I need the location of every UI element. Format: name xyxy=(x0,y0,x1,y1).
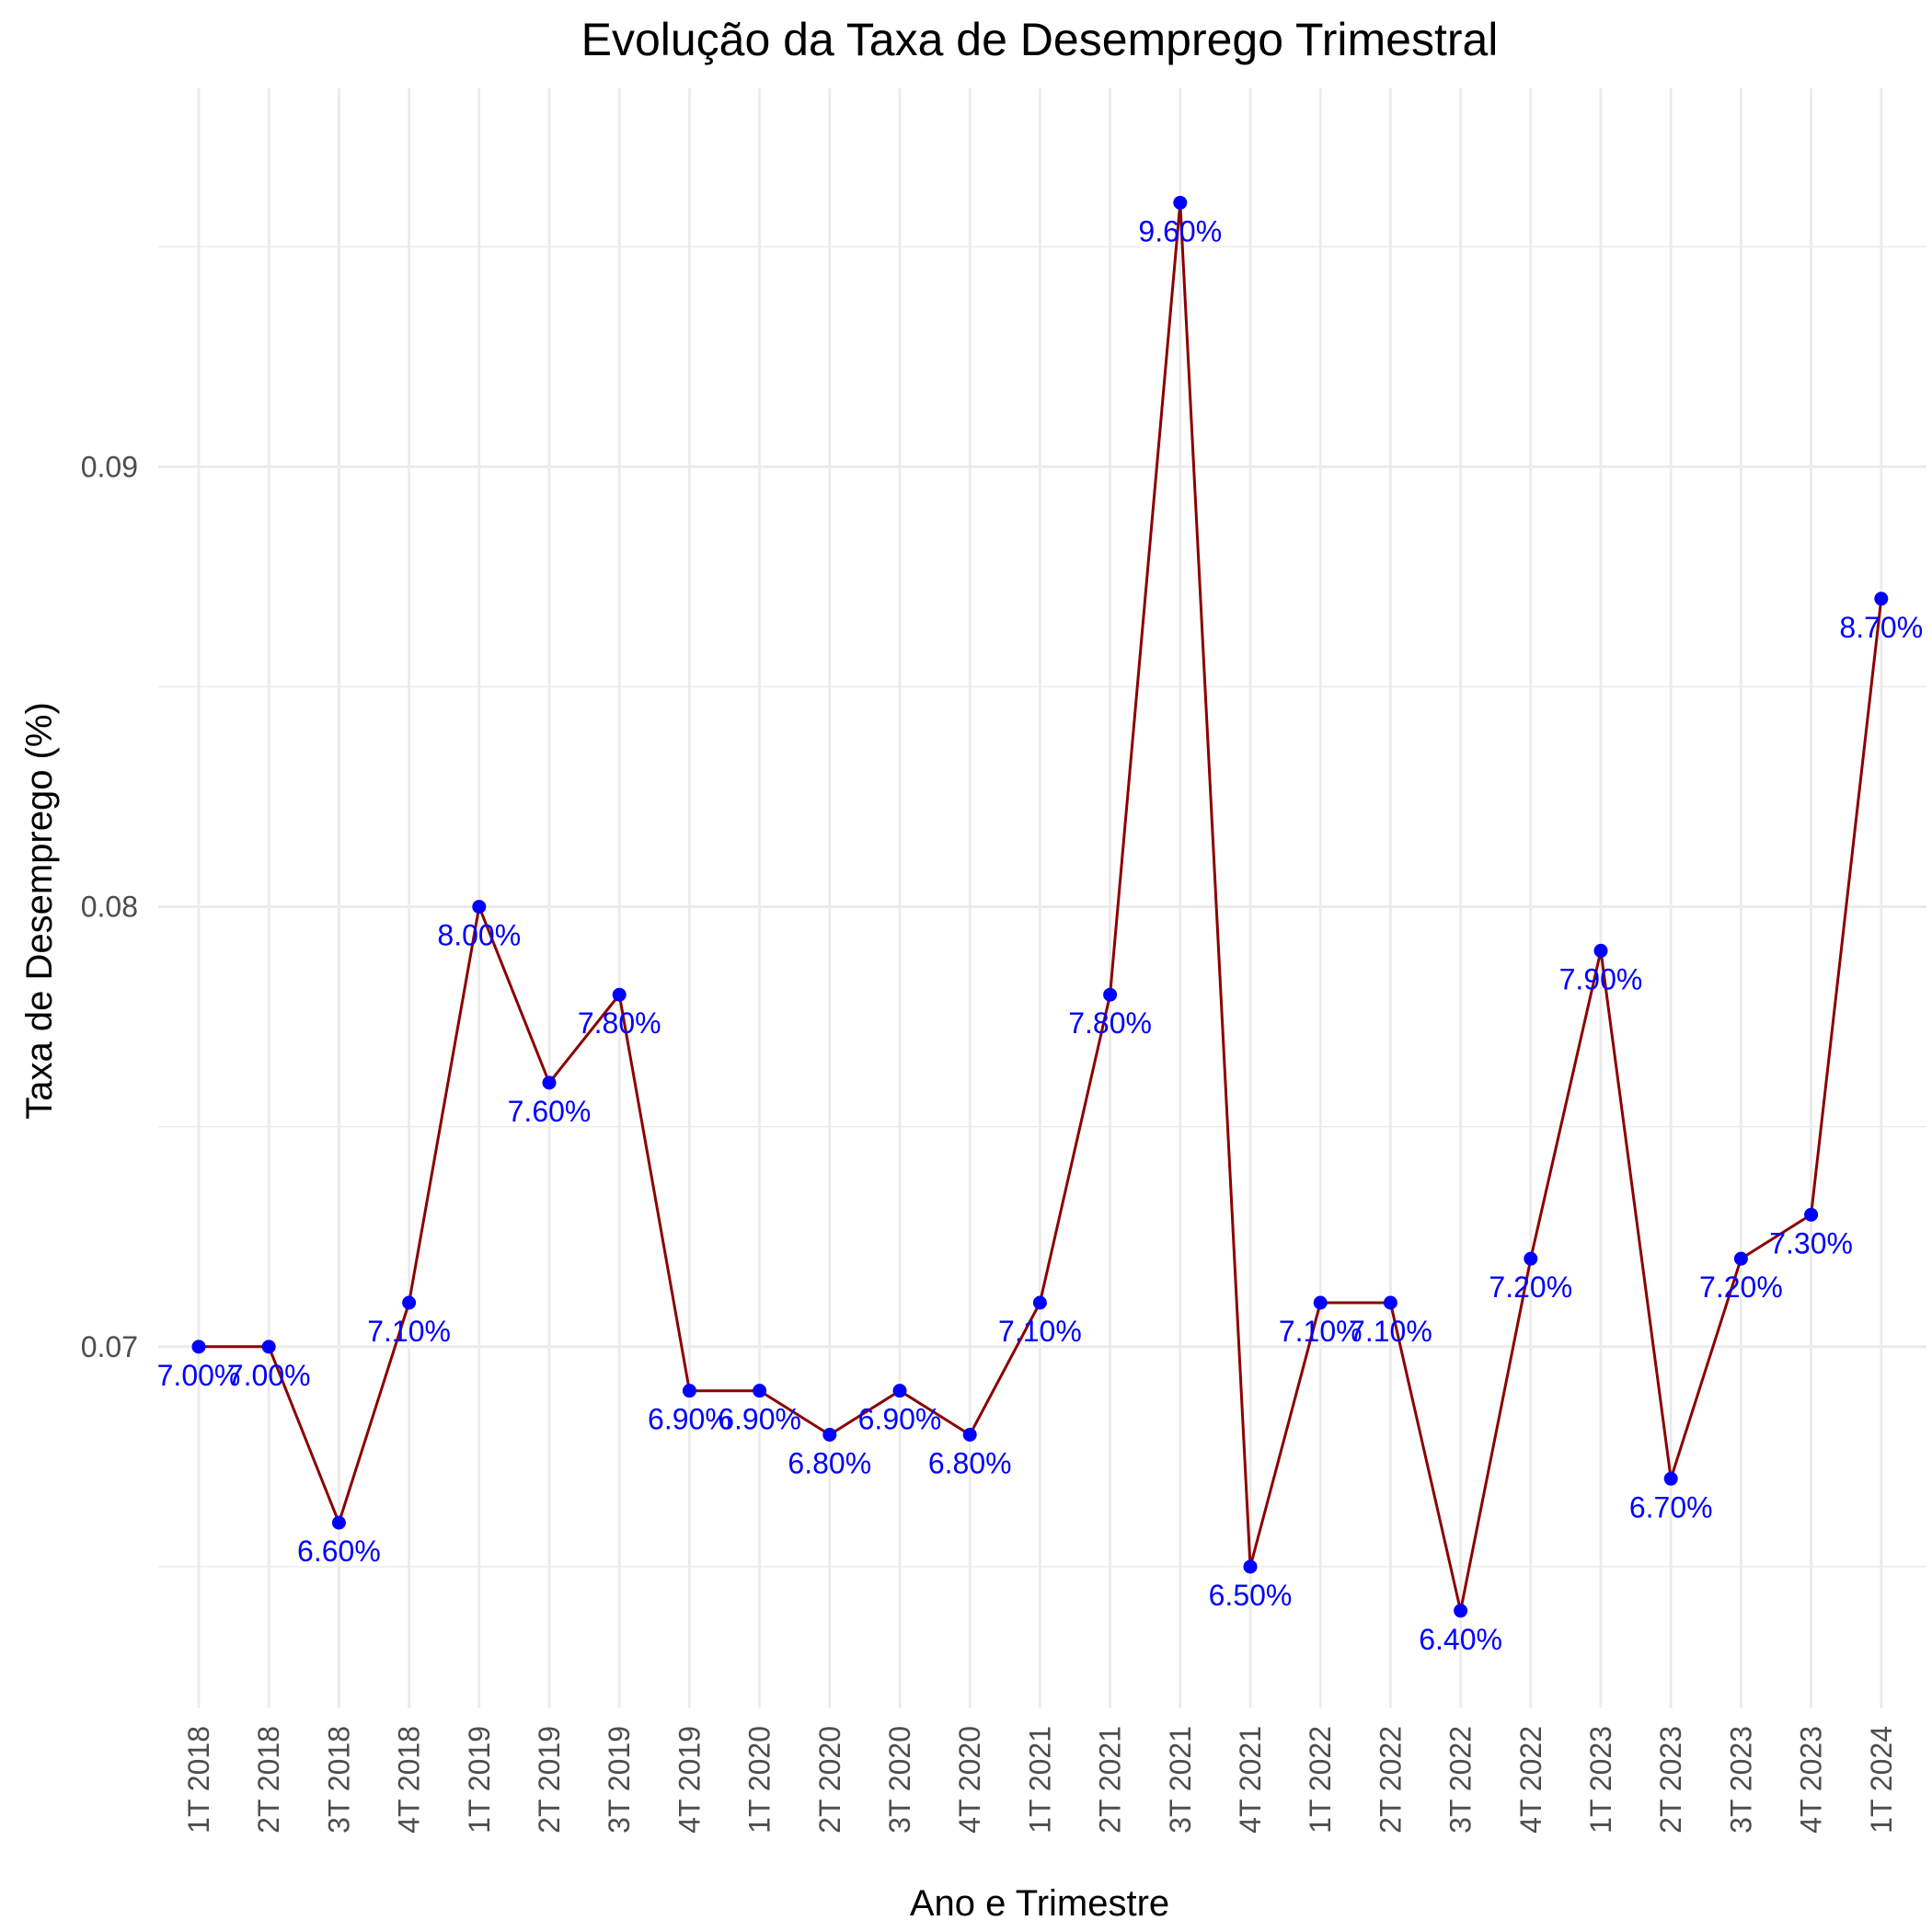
data-point xyxy=(1032,1295,1047,1310)
grid-lines xyxy=(158,88,1926,1708)
x-tick-label: 2T 2021 xyxy=(1094,1726,1127,1834)
data-label: 7.90% xyxy=(1559,962,1643,995)
data-point xyxy=(1663,1471,1678,1486)
x-tick-label: 2T 2019 xyxy=(533,1726,566,1834)
data-label: 7.10% xyxy=(998,1315,1082,1348)
data-label: 6.90% xyxy=(648,1403,731,1436)
data-point xyxy=(191,1340,206,1354)
data-point xyxy=(331,1515,346,1530)
data-point xyxy=(682,1384,696,1398)
x-tick-label: 3T 2018 xyxy=(322,1726,355,1834)
data-point xyxy=(1804,1207,1819,1222)
data-label: 7.00% xyxy=(227,1359,311,1392)
data-label: 6.40% xyxy=(1419,1623,1502,1656)
data-point xyxy=(1593,943,1608,958)
data-point xyxy=(822,1427,837,1442)
data-point xyxy=(753,1384,767,1398)
x-tick-label: 3T 2023 xyxy=(1724,1726,1757,1834)
data-label: 7.20% xyxy=(1489,1271,1572,1304)
x-tick-label: 4T 2018 xyxy=(393,1726,426,1834)
y-axis-title: Taxa de Desemprego (%) xyxy=(19,702,60,1120)
x-tick-label: 4T 2019 xyxy=(673,1726,706,1834)
x-axis-title: Ano e Trimestre xyxy=(910,1883,1169,1924)
x-tick-label: 1T 2018 xyxy=(182,1726,215,1834)
data-label: 6.80% xyxy=(928,1446,1012,1479)
x-tick-label: 1T 2023 xyxy=(1584,1726,1617,1834)
data-label: 7.20% xyxy=(1699,1271,1783,1304)
y-tick-label: 0.07 xyxy=(81,1330,138,1363)
y-tick-label: 0.08 xyxy=(81,891,138,924)
data-label: 6.90% xyxy=(858,1403,942,1436)
y-tick-label: 0.09 xyxy=(81,450,138,483)
data-point xyxy=(1874,592,1889,606)
data-label: 7.10% xyxy=(1349,1315,1432,1348)
x-tick-label: 1T 2021 xyxy=(1023,1726,1056,1834)
data-point xyxy=(1454,1604,1468,1618)
data-points xyxy=(191,195,1889,1618)
data-label: 8.00% xyxy=(437,919,521,952)
x-tick-label: 3T 2021 xyxy=(1164,1726,1197,1834)
data-point xyxy=(962,1427,977,1442)
data-label: 6.70% xyxy=(1629,1490,1713,1524)
data-point xyxy=(612,987,627,1002)
data-label: 8.70% xyxy=(1839,611,1923,644)
y-axis-tick-labels: 0.07 0.08 0.09 xyxy=(81,450,138,1363)
data-label: 6.80% xyxy=(788,1446,871,1479)
data-point xyxy=(1313,1295,1328,1310)
data-label: 7.10% xyxy=(367,1315,451,1348)
data-point xyxy=(261,1340,276,1354)
x-tick-label: 2T 2023 xyxy=(1654,1726,1687,1834)
data-point xyxy=(1243,1559,1258,1574)
x-tick-label: 3T 2019 xyxy=(603,1726,636,1834)
x-tick-label: 4T 2022 xyxy=(1514,1726,1547,1834)
data-label: 7.80% xyxy=(1068,1006,1152,1040)
x-tick-label: 1T 2024 xyxy=(1865,1726,1898,1834)
x-tick-label: 1T 2022 xyxy=(1304,1726,1337,1834)
data-label: 6.90% xyxy=(718,1403,801,1436)
x-axis-tick-labels: 1T 2018 2T 2018 3T 2018 4T 2018 1T 2019 2T 20… xyxy=(182,1726,1898,1834)
data-label: 7.60% xyxy=(508,1095,592,1128)
x-tick-label: 2T 2022 xyxy=(1374,1726,1407,1834)
data-point xyxy=(472,900,487,914)
data-point xyxy=(1524,1251,1538,1266)
data-label: 7.10% xyxy=(1279,1315,1363,1348)
data-point xyxy=(892,1384,907,1398)
data-point xyxy=(542,1075,557,1090)
data-label: 9.60% xyxy=(1138,214,1222,247)
data-point xyxy=(1173,195,1188,210)
x-tick-label: 1T 2020 xyxy=(743,1726,776,1834)
x-tick-label: 3T 2022 xyxy=(1444,1726,1478,1834)
x-tick-label: 3T 2020 xyxy=(883,1726,916,1834)
x-tick-label: 2T 2020 xyxy=(813,1726,846,1834)
data-point xyxy=(1733,1251,1748,1266)
data-point xyxy=(1103,987,1118,1002)
x-tick-label: 4T 2021 xyxy=(1234,1726,1267,1834)
data-label: 7.80% xyxy=(578,1006,661,1040)
data-label: 6.60% xyxy=(297,1535,381,1568)
chart-title: Evolução da Taxa de Desemprego Trimestra… xyxy=(581,14,1499,65)
data-point xyxy=(1383,1295,1397,1310)
data-labels: 7.00%7.00% 6.60% 7.10% 8.00% 7.60% 7.80% 6.90%… xyxy=(157,214,1924,1655)
data-point xyxy=(402,1295,417,1310)
x-tick-label: 4T 2020 xyxy=(953,1726,986,1834)
data-label: 7.00% xyxy=(157,1359,241,1392)
x-tick-label: 1T 2019 xyxy=(463,1726,496,1834)
x-tick-label: 2T 2018 xyxy=(252,1726,285,1834)
data-label: 7.30% xyxy=(1769,1226,1853,1259)
data-label: 6.50% xyxy=(1209,1579,1293,1612)
x-tick-label: 4T 2023 xyxy=(1795,1726,1828,1834)
